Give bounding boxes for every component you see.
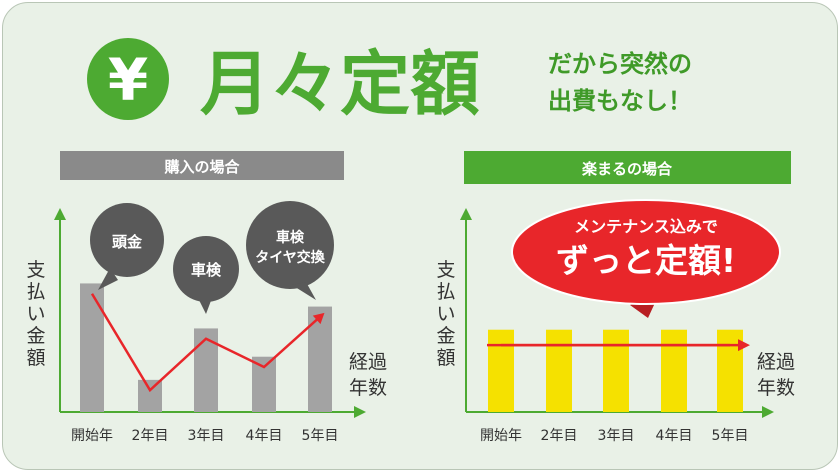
ylabel-right-char-1: 払 [436, 281, 455, 303]
ylabel-left-char-2: い [26, 303, 45, 325]
yen-symbol: ¥ [108, 46, 148, 114]
left-bar-1 [138, 379, 162, 412]
ylabel-right-char-3: 金 [436, 325, 455, 347]
ylabel-right-char-0: 支 [436, 259, 455, 281]
tagline-line-1: だから突然の [548, 50, 692, 78]
maintenance-callout-line2: ずっと定額! [556, 241, 736, 280]
ylabel-left-char-0: 支 [26, 259, 45, 281]
callout-down-payment: 頭金 [90, 203, 164, 290]
right-x-axis-arrow [762, 406, 774, 418]
maintenance-callout: メンテナンス込みで ずっと定額! [511, 199, 781, 318]
right-tick-label-4: 5年目 [712, 428, 749, 444]
purchase-chart-title: 購入の場合 [163, 158, 240, 176]
tagline-line-2: 出費もなし！ [548, 87, 692, 115]
left-tick-label-3: 4年目 [246, 428, 283, 444]
callout-inspection-text: 車検 [191, 261, 222, 279]
left-tick-labels: 開始年 2年目 3年目 4年目 5年目 [71, 428, 338, 444]
left-x-axis-arrow [354, 406, 366, 418]
xlabel-right-line2: 年数 [757, 377, 795, 399]
right-bars [488, 329, 743, 412]
rakumaru-chart-title: 楽まるの場合 [582, 160, 673, 178]
left-bar-3 [252, 356, 276, 412]
left-bar-0 [80, 283, 104, 412]
xlabel-right-line1: 経過 [757, 351, 795, 373]
right-tick-label-0: 開始年 [480, 428, 522, 444]
yen-coin-icon [87, 38, 169, 120]
ylabel-left-char-1: 払 [26, 281, 45, 303]
left-tick-label-0: 開始年 [71, 428, 113, 444]
callout-down-payment-text: 頭金 [112, 233, 143, 251]
left-tick-label-4: 5年目 [302, 428, 339, 444]
left-y-axis-arrow [54, 208, 66, 220]
right-bar-1 [546, 329, 572, 412]
right-bar-3 [661, 329, 687, 412]
callout-inspection: 車検 [173, 236, 239, 314]
xlabel-left-line1: 経過 [349, 351, 387, 373]
ylabel-left-char-4: 額 [26, 347, 45, 369]
callout-inspection-tire: 車検 タイヤ交換 [246, 201, 334, 300]
ylabel-left-char-3: 金 [26, 325, 45, 347]
left-tick-label-2: 3年目 [188, 428, 225, 444]
left-tick-label-1: 2年目 [132, 428, 169, 444]
right-bar-0 [488, 329, 514, 412]
right-y-axis-arrow [460, 208, 472, 220]
left-line-arrowhead [312, 312, 325, 325]
right-tick-label-3: 4年目 [656, 428, 693, 444]
right-tick-label-1: 2年目 [541, 428, 578, 444]
right-tick-label-2: 3年目 [598, 428, 635, 444]
rakumaru-chart-header [464, 151, 791, 184]
left-bar-2 [194, 328, 218, 412]
right-bar-2 [603, 329, 629, 412]
right-tick-labels: 開始年 2年目 3年目 4年目 5年目 [480, 428, 748, 444]
page-title: 月々定額 [200, 43, 480, 125]
right-line-arrowhead [738, 339, 750, 352]
left-cost-line [90, 293, 325, 393]
left-line-path [90, 293, 321, 393]
purchase-chart-header [60, 151, 344, 180]
xlabel-left-line2: 年数 [349, 377, 387, 399]
callout-inspection-tire-text-2: タイヤ交換 [255, 249, 326, 266]
maintenance-callout-line1: メンテナンス込みで [574, 217, 718, 236]
callout-inspection-tire-text-1: 車検 [276, 229, 305, 246]
ylabel-right-char-2: い [436, 303, 455, 325]
right-cost-line [487, 339, 750, 352]
ylabel-right-char-4: 額 [436, 347, 455, 369]
